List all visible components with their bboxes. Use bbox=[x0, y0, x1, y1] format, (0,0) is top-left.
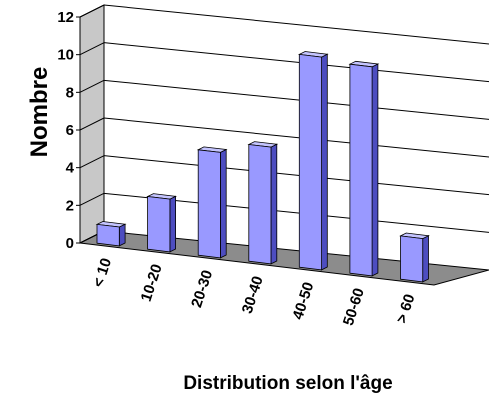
bar-50-60 bbox=[348, 60, 380, 277]
y-tick-label: 4 bbox=[66, 160, 75, 177]
gridline-side bbox=[79, 117, 105, 131]
y-tick-label: 10 bbox=[57, 47, 74, 64]
bar-40-50 bbox=[297, 51, 329, 271]
gridlines bbox=[76, 4, 489, 244]
x-category-label: 40-50 bbox=[289, 280, 317, 322]
y-tick-label: 0 bbox=[66, 235, 74, 252]
gridline bbox=[103, 117, 489, 158]
x-category-label: > 60 bbox=[393, 292, 418, 325]
gridline-side bbox=[79, 155, 105, 169]
x-category-label: 20-30 bbox=[188, 268, 216, 310]
y-tick-label: 6 bbox=[66, 122, 74, 139]
x-category-label: 50-60 bbox=[340, 286, 368, 328]
gridline-side bbox=[79, 4, 105, 18]
y-axis-title: Nombre bbox=[26, 67, 53, 158]
gridline-side bbox=[79, 42, 105, 56]
bars bbox=[95, 51, 430, 283]
y-tick-label: 2 bbox=[66, 197, 74, 214]
bar-20-30 bbox=[196, 146, 228, 259]
x-axis-title: Distribution selon l'âge bbox=[183, 373, 392, 394]
gridline-side bbox=[79, 79, 105, 93]
x-category-label: 30-40 bbox=[239, 274, 267, 316]
x-category-label: 10-20 bbox=[138, 262, 166, 304]
y-tick-label: 12 bbox=[57, 9, 74, 26]
bar-30-40 bbox=[247, 141, 279, 265]
gridline bbox=[103, 4, 489, 45]
y-ticks: 0 2 4 6 8 10 12 bbox=[57, 9, 74, 252]
gridline bbox=[103, 79, 489, 120]
gridline bbox=[103, 155, 489, 196]
bar-10-20 bbox=[146, 193, 177, 253]
x-category-label: < 10 bbox=[90, 256, 115, 289]
gridline-side bbox=[79, 192, 105, 206]
gridline bbox=[103, 42, 489, 83]
y-tick-label: 8 bbox=[66, 84, 74, 101]
bar-10 bbox=[95, 221, 127, 247]
bar-60 bbox=[399, 232, 430, 283]
